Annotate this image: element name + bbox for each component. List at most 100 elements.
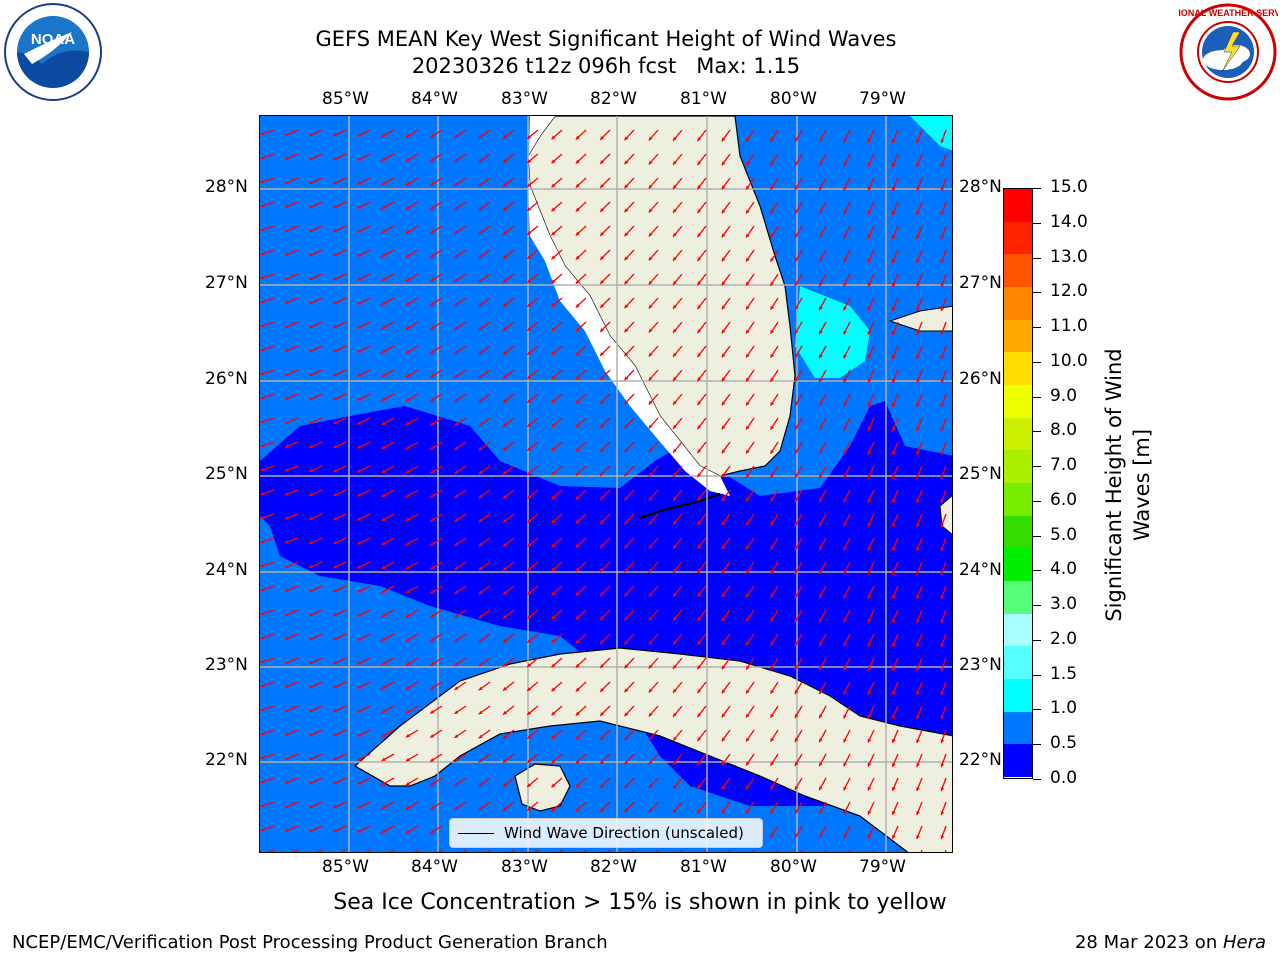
wave-arrow-head [794,762,799,767]
wave-arrow-head [867,618,872,623]
wave-direction-arrow [315,849,323,852]
colorbar-tick-label: 12.0 [1050,281,1088,302]
wave-arrow-head [916,595,920,600]
wave-arrow-head [284,660,289,664]
wave-arrow-head [770,257,774,262]
wave-arrow-head [333,348,338,353]
wave-arrow-head [843,450,847,455]
wave-arrow-head [527,303,532,307]
wave-arrow-head [454,374,459,378]
wave-arrow-head [478,734,483,739]
wave-arrow-head [454,638,459,642]
wave-arrow-head [721,233,726,238]
colorbar-tick-label: 13.0 [1050,246,1088,267]
wave-arrow-head [916,403,920,408]
wave-arrow-head [600,616,604,620]
wave-arrow-head [746,209,750,214]
wave-arrow-head [746,809,750,814]
wave-arrow-head [697,809,702,814]
wave-arrow-head [405,181,410,186]
wave-arrow-head [551,231,556,236]
wave-arrow-head [575,303,580,308]
wave-arrow-head [430,278,435,282]
wave-arrow-head [892,762,896,767]
wave-arrow-head [478,758,483,763]
wave-arrow-head [843,498,847,503]
wave-arrow-head [478,590,483,595]
wave-arrow-head [794,666,799,671]
wave-direction-arrow [775,849,779,852]
wave-arrow-head [309,564,314,568]
wave-arrow-head [454,182,459,186]
wave-arrow-head [843,474,847,479]
wave-arrow-head [624,784,629,789]
wave-arrow-head [502,278,507,283]
wave-arrow-head [381,517,386,521]
wave-arrow-head [673,592,677,597]
wave-arrow-head [405,373,410,378]
credit-host: Hera [1222,932,1266,953]
wave-arrow-head [819,738,823,743]
wave-arrow-head [357,181,362,185]
wave-arrow-head [624,616,629,621]
wave-arrow-head [697,617,702,622]
wave-arrow-head [333,804,338,809]
wave-arrow-head [892,498,896,503]
wave-arrow-head [260,491,265,496]
wave-arrow-head [284,396,289,400]
wave-arrow-head [624,736,629,741]
wave-arrow-head [892,138,896,143]
wave-arrow-head [260,467,265,472]
wave-arrow-head [260,515,265,520]
wave-arrow-head [819,426,823,431]
wave-arrow-head [357,829,362,833]
wave-arrow-head [333,468,338,473]
wave-arrow-head [843,306,847,311]
wave-arrow-head [381,493,386,497]
wave-arrow-head [867,354,872,359]
wave-arrow-head [309,492,314,496]
wave-arrow-head [309,852,313,853]
wave-arrow-head [527,807,532,811]
wave-arrow-head [284,612,289,616]
wave-arrow-head [333,204,338,209]
wave-arrow-head [381,805,386,809]
wave-arrow-head [454,758,459,762]
wave-arrow-head [892,594,896,599]
wave-arrow-head [357,661,362,665]
wave-arrow-head [600,256,604,260]
lat-tick-label: 26°N [205,369,248,389]
wave-arrow-head [575,687,580,692]
wave-arrow-head [673,400,677,405]
wave-arrow-head [892,210,896,215]
wave-arrow-head [454,206,459,210]
wave-arrow-head [600,448,604,452]
wave-arrow-head [843,666,847,671]
wave-arrow-head [819,546,823,551]
wave-arrow-head [940,667,945,672]
wave-arrow-head [381,565,386,569]
wave-arrow-head [478,566,483,571]
wave-arrow-head [309,204,314,208]
wave-arrow-head [770,737,774,742]
wave-arrow-head [309,780,314,784]
wave-arrow-head [478,326,483,331]
wave-arrow-head [284,204,289,208]
wave-arrow-head [430,542,435,546]
wave-arrow-head [260,755,265,760]
wave-arrow-head [916,283,920,288]
wave-arrow-head [430,518,435,522]
wave-arrow-head [454,590,459,594]
wave-arrow-head [284,756,289,760]
wave-arrow-head [648,568,653,573]
wave-arrow-head [551,687,556,692]
wave-arrow-head [867,402,872,407]
wave-arrow-head [819,210,823,215]
wave-arrow-head [381,277,386,281]
wave-arrow-head [454,134,459,138]
wave-arrow-head [333,420,338,425]
colorbar-label: Significant Height of Wind Waves [m] [1100,348,1156,621]
lon-tick-label: 84°W [411,857,458,877]
wave-arrow-head [284,564,289,568]
wave-arrow-head [575,591,580,596]
